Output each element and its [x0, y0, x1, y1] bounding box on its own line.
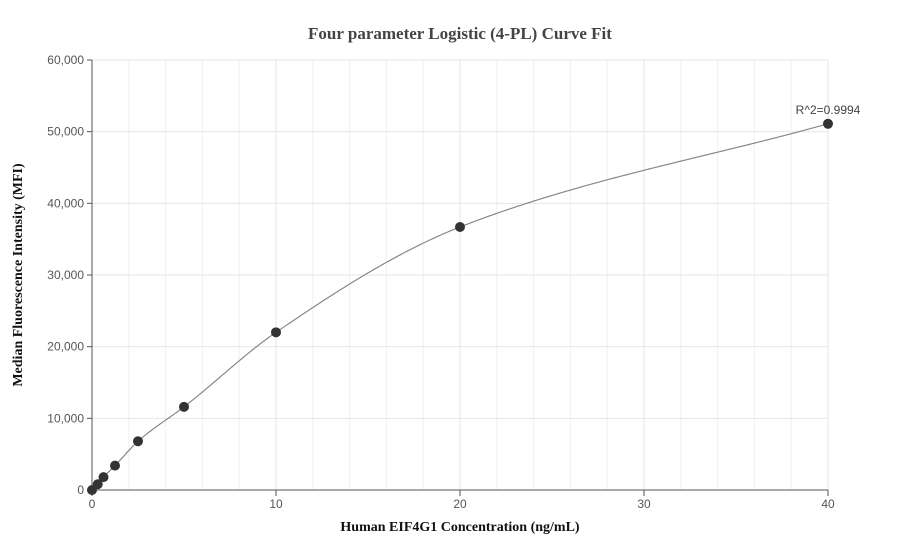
x-tick-label: 40	[821, 497, 835, 511]
y-tick-label: 50,000	[47, 125, 84, 139]
x-axis-title: Human EIF4G1 Concentration (ng/mL)	[340, 520, 580, 535]
y-tick-label: 20,000	[47, 340, 84, 354]
y-tick-label: 30,000	[47, 268, 84, 282]
x-gridlines	[275, 60, 829, 490]
y-tick-label: 10,000	[47, 411, 84, 425]
y-tick-label: 40,000	[47, 196, 84, 210]
data-point	[110, 460, 120, 471]
data-point	[455, 221, 465, 232]
data-point	[92, 479, 103, 490]
data-point	[271, 327, 281, 338]
data-points	[87, 118, 833, 495]
x-ticks: 0 10 20 30 40	[89, 490, 835, 511]
data-point	[133, 436, 143, 447]
r-squared-annotation: R^2=0.9994	[796, 103, 861, 117]
data-point	[823, 118, 833, 129]
y-axis-title: Median Fluorescence Intensity (MFI)	[11, 163, 26, 387]
x-tick-label: 10	[269, 497, 283, 511]
y-tick-label: 60,000	[47, 53, 84, 67]
x-tick-label: 0	[89, 497, 96, 511]
data-point	[98, 472, 109, 483]
x-tick-label: 30	[637, 497, 651, 511]
data-point	[179, 401, 189, 412]
x-tick-label: 20	[453, 497, 467, 511]
y-ticks: 0 10,000 20,000 30,000 40,000 50,000 60,000	[47, 53, 92, 497]
y-tick-label: 0	[77, 483, 84, 497]
chart-title: Four parameter Logistic (4-PL) Curve Fit	[308, 24, 612, 43]
